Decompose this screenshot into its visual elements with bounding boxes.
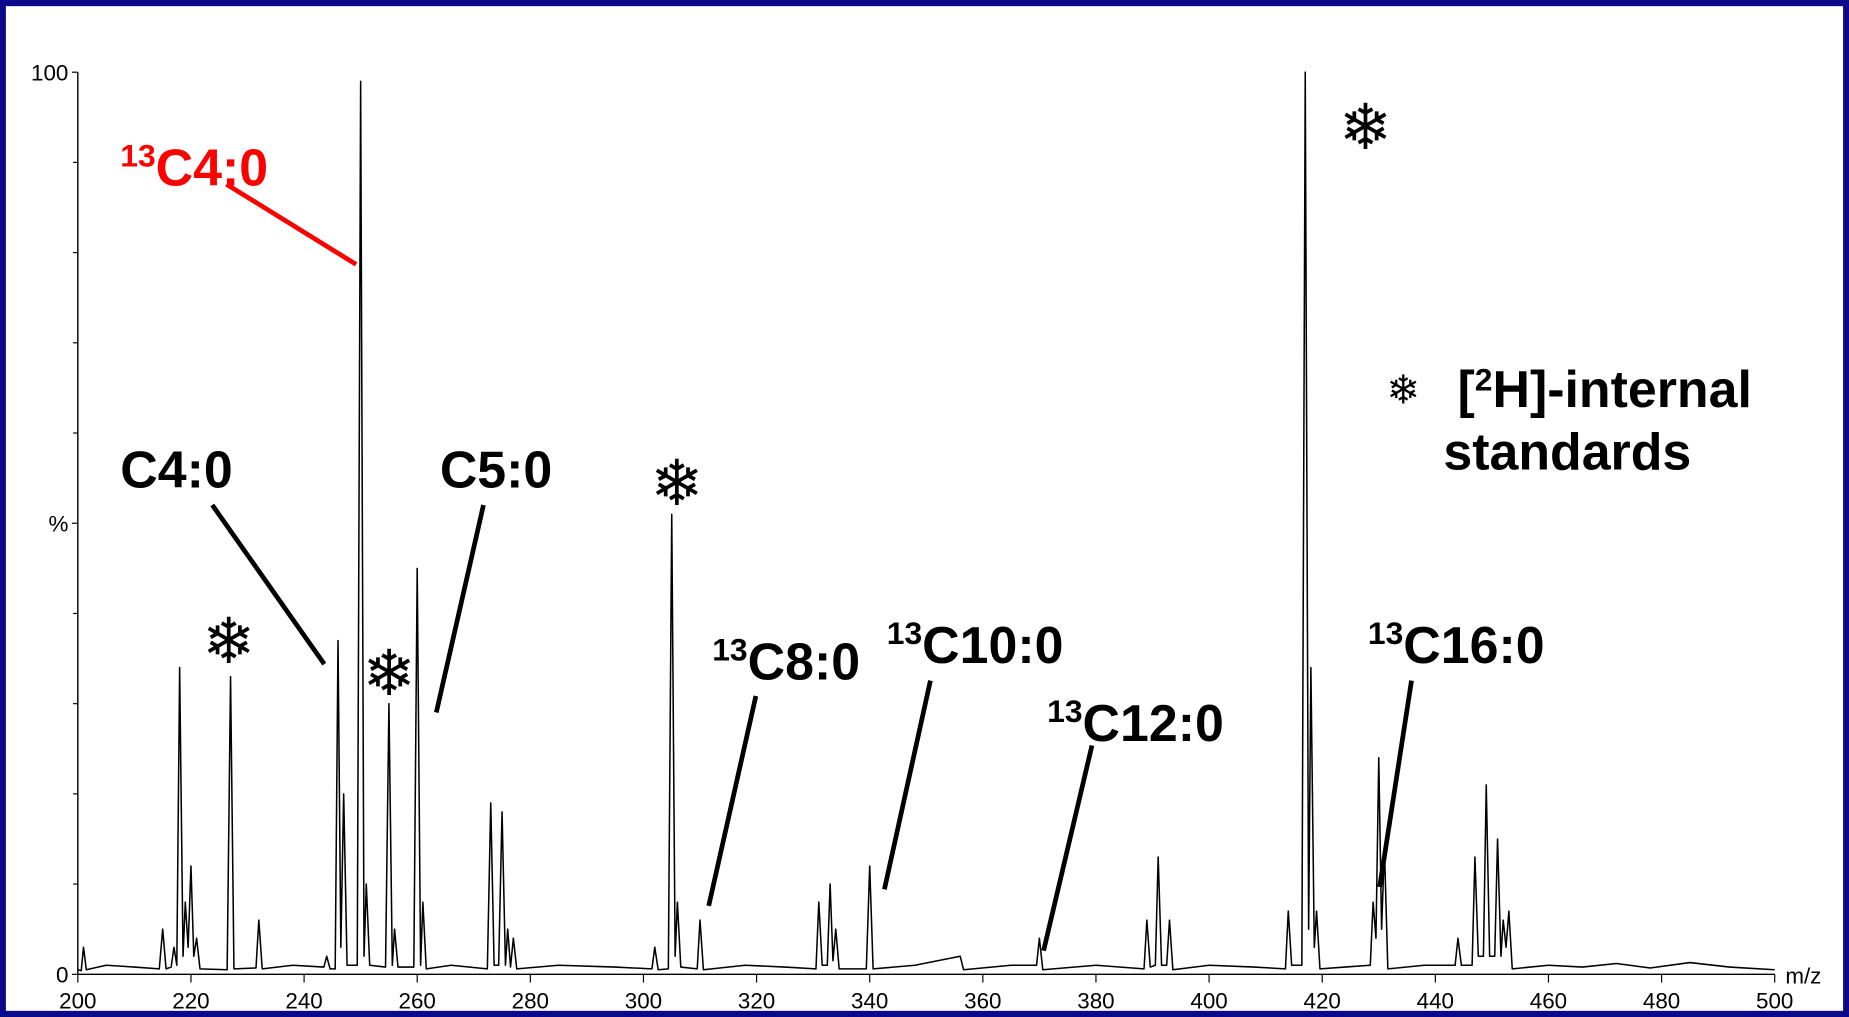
x-tick-label: 280 (512, 988, 549, 1013)
y-tick-label: % (48, 511, 68, 536)
y-tick-label: 100 (31, 60, 68, 85)
annotation-label: 13C16:0 (1368, 615, 1545, 674)
x-tick-label: 420 (1304, 988, 1341, 1013)
x-tick-label: 240 (285, 988, 322, 1013)
x-axis-label: m/z (1785, 964, 1821, 989)
standard-marker: ❄ (1339, 92, 1392, 163)
annotation-label: C4:0 (120, 440, 232, 498)
x-tick-label: 200 (59, 988, 96, 1013)
annotation-pointer (1041, 744, 1095, 952)
legend-post: H]-internal (1492, 360, 1751, 418)
annotation-superscript: 13 (887, 615, 922, 651)
annotation-superscript: 13 (120, 138, 155, 174)
annotation-text: C10:0 (922, 616, 1063, 674)
legend-text: [2H]-internal (1458, 360, 1752, 418)
x-tick-label: 220 (172, 988, 209, 1013)
annotation-pointer (882, 680, 933, 890)
x-tick-label: 260 (399, 988, 436, 1013)
annotation-pointer (1377, 680, 1414, 888)
annotation-text: C4:0 (120, 440, 232, 498)
annotation-label: 13C8:0 (712, 632, 860, 691)
annotation-label: 13C12:0 (1047, 693, 1224, 752)
x-tick-label: 460 (1530, 988, 1567, 1013)
annotation-superscript: 13 (1047, 693, 1082, 729)
x-tick-label: 480 (1643, 988, 1680, 1013)
x-tick-label: 400 (1190, 988, 1227, 1013)
annotation-text: C16:0 (1403, 616, 1544, 674)
annotation-text: C5:0 (440, 440, 552, 498)
spectrum-line (77, 71, 1775, 972)
annotation-text: C12:0 (1083, 694, 1224, 752)
x-tick-label: 360 (964, 988, 1001, 1013)
standard-marker: ❄ (362, 638, 415, 709)
legend-text-line2: standards (1443, 423, 1691, 481)
legend-sup: 2 (1475, 362, 1493, 398)
annotation-pointer (706, 695, 759, 907)
annotation-pointer (434, 504, 486, 714)
x-tick-label: 340 (851, 988, 888, 1013)
annotation-superscript: 13 (1368, 615, 1403, 651)
annotation-pointer (225, 182, 358, 267)
x-tick-label: 320 (738, 988, 775, 1013)
x-tick-label: 300 (625, 988, 662, 1013)
plot-background (5, 6, 1844, 1011)
legend-marker: ❄ (1386, 369, 1420, 413)
annotation-text: C8:0 (748, 632, 860, 690)
y-tick-label: 0 (56, 963, 68, 988)
annotation-label: C5:0 (440, 440, 552, 498)
x-tick-label: 440 (1417, 988, 1454, 1013)
x-tick-label: 500 (1756, 988, 1793, 1013)
standard-marker: ❄ (650, 448, 703, 519)
annotation-label: 13C4:0 (120, 138, 268, 197)
annotation-pointer (210, 503, 327, 666)
annotation-superscript: 13 (712, 632, 747, 668)
standard-marker: ❄ (202, 606, 255, 677)
x-tick-label: 380 (1077, 988, 1114, 1013)
annotation-label: 13C10:0 (887, 615, 1064, 674)
annotation-text: C4:0 (156, 138, 268, 196)
legend-pre: [ (1458, 360, 1475, 418)
